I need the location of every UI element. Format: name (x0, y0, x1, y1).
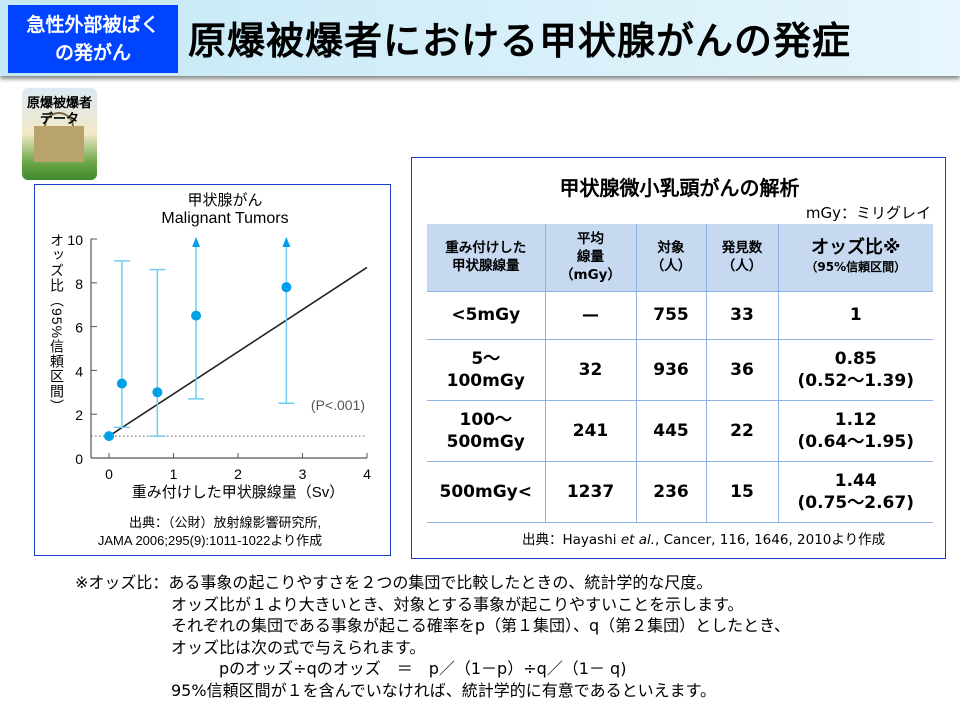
logo-text-1: 原爆被爆者 (26, 96, 92, 111)
y-tick-label: 10 (67, 232, 83, 248)
odds-ratio-note: ※オッズ比：ある事象の起こりやすさを２つの集団で比較したときの、統計学的な尺度。… (75, 572, 790, 701)
table-header-row: 重み付けした 甲状腺線量 平均 線量 （mGy） 対象 （人） 発見数 （人） オッズ比※… (427, 224, 933, 292)
y-tick-label: 8 (75, 276, 83, 292)
chart-subtitle: Malignant Tumors (161, 210, 288, 227)
x-tick-label: 0 (105, 466, 113, 482)
y-tick-label: 4 (75, 363, 83, 379)
data-point (152, 387, 163, 398)
open-ci-arrow-icon (192, 237, 201, 247)
x-tick-label: 2 (234, 466, 242, 482)
building-icon (34, 126, 84, 162)
section-tag: 急性外部被ばく の発がん (8, 5, 178, 73)
col-subjects: 対象 （人） (635, 224, 707, 292)
data-point (191, 310, 202, 321)
note-line: オッズ比が１より大きいとき、対象とする事象が起こりやすいことを示します。 (75, 594, 744, 614)
x-tick-label: 3 (299, 466, 307, 482)
note-line: 95%信頼区間が１を含んでいなければ、統計学的に有意であるといえます。 (75, 680, 717, 700)
y-tick-label: 6 (75, 320, 83, 336)
p-value-annotation: (P<.001) (311, 397, 365, 413)
header-bar: 急性外部被ばく の発がん 原爆被爆者における甲状腺がんの発症 (0, 0, 960, 76)
logo-text-2: データ (39, 112, 79, 127)
col-odds: オッズ比※ （95%信頼区間） (777, 224, 933, 292)
trend-line (108, 266, 368, 437)
y-tick-label: 0 (75, 451, 83, 467)
x-tick-label: 4 (363, 466, 371, 482)
chart-panel: 甲状腺がん Malignant Tumors 0 2 4 6 8 10 0 1 2 3 4 重み付けした甲… (34, 184, 391, 556)
analysis-table: 重み付けした 甲状腺線量 平均 線量 （mGy） 対象 （人） 発見数 （人） オッズ比※… (427, 224, 933, 523)
col-mean: 平均 線量 （mGy） (544, 224, 637, 292)
page-title: 原爆被爆者における甲状腺がんの発症 (188, 19, 852, 63)
y-tick-label: 2 (75, 407, 83, 423)
note-line: pのオッズ÷qのオッズ ＝ p／（1－p）÷q／（1－ q) (75, 659, 627, 678)
unit-note: mGy：ミリグレイ (805, 204, 931, 222)
table-source: 出典：Hayashi et al., Cancer, 116, 1646, 20… (522, 532, 886, 548)
table-title: 甲状腺微小乳頭がんの解析 (559, 176, 800, 200)
y-axis-label: オッズ比（95%信頼区間） (49, 233, 65, 414)
note-line: それぞれの集団である事象が起こる確率をp（第１集団）、q（第２集団）としたとき、 (75, 616, 791, 635)
open-ci-arrow-icon (282, 237, 291, 247)
note-line: ※オッズ比：ある事象の起こりやすさを２つの集団で比較したときの、統計学的な尺度。 (75, 573, 713, 592)
table-row: 100～ 500mGy 241 445 22 1.12 (0.64～1.95) (427, 399, 933, 462)
chart-title: 甲状腺がん (187, 192, 262, 209)
data-point (281, 282, 292, 293)
note-line: オッズ比は次の式で与えられます。 (75, 637, 426, 657)
x-tick-label: 1 (170, 466, 178, 482)
chart-source-line2: JAMA 2006;295(9):1011-1022より作成 (98, 533, 322, 548)
table-row: 500mGy< 1237 236 15 1.44 (0.75～2.67) (427, 460, 933, 523)
data-point (116, 378, 127, 389)
data-point (104, 431, 114, 442)
chart-source-line1: 出典：（公財）放射線影響研究所, (129, 515, 321, 530)
section-tag-line2: の発がん (54, 42, 131, 64)
col-found: 発見数 （人） (705, 224, 779, 292)
col-dose: 重み付けした 甲状腺線量 (427, 224, 546, 292)
a-bomb-dome-logo: 原爆被爆者 データ (22, 88, 97, 180)
table-row: <5mGy —755 33 1 (427, 290, 933, 340)
table-panel: 甲状腺微小乳頭がんの解析 mGy：ミリグレイ 重み付けした 甲状腺線量 平均 線量（… (411, 157, 946, 559)
section-tag-line1: 急性外部被ばく (26, 14, 160, 36)
table-row: 5～ 100mGy 32 936 36 0.85 (0.52～1.39) (427, 338, 933, 401)
x-axis-label: 重み付けした甲状腺線量（Sv） (132, 484, 345, 501)
